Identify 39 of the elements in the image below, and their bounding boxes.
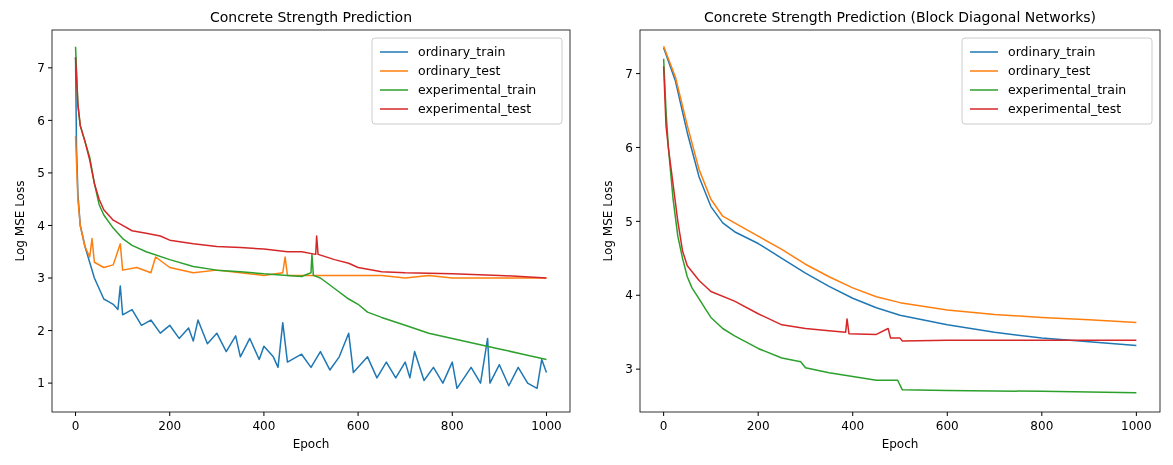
x-tick-label: 200 — [746, 419, 770, 433]
y-tick-label: 4 — [625, 288, 633, 303]
x-tick-label: 400 — [252, 419, 276, 433]
x-tick-label: 600 — [935, 419, 959, 433]
y-tick-label: 3 — [625, 362, 633, 377]
x-axis-title: Epoch — [292, 437, 330, 451]
legend-label: experimental_test — [1008, 101, 1122, 117]
x-tick-label: 0 — [71, 419, 80, 433]
y-tick-label: 3 — [37, 271, 45, 286]
y-axis-title: Log MSE Loss — [601, 180, 615, 262]
line-series — [662, 58, 1138, 394]
legend-label: experimental_test — [418, 101, 532, 117]
y-tick-label: 5 — [625, 214, 633, 229]
legend-label: experimental_train — [418, 82, 537, 98]
chart-title: Concrete Strength Prediction (Block Diagonal Networks) — [703, 9, 1097, 25]
y-tick-label: 6 — [625, 140, 633, 155]
x-tick-label: 1000 — [1121, 419, 1152, 433]
legend-label: ordinary_train — [1008, 44, 1096, 60]
x-tick-label: 600 — [346, 419, 370, 433]
x-tick-label: 800 — [440, 419, 464, 433]
x-tick-label: 800 — [1030, 419, 1054, 433]
y-tick-label: 7 — [37, 61, 45, 76]
y-axis-title: Log MSE Loss — [13, 180, 27, 262]
y-tick-label: 5 — [37, 166, 45, 181]
legend-label: ordinary_test — [418, 63, 501, 79]
x-tick-label: 400 — [841, 419, 865, 433]
x-tick-label: 1000 — [531, 419, 562, 433]
legend-label: ordinary_test — [1008, 63, 1091, 79]
y-tick-label: 4 — [37, 218, 45, 233]
x-axis-title: Epoch — [881, 437, 919, 451]
y-tick-label: 1 — [37, 376, 45, 391]
y-tick-label: 7 — [625, 66, 633, 81]
y-tick-label: 6 — [37, 113, 45, 128]
chart-title: Concrete Strength Prediction — [209, 9, 413, 25]
legend-label: ordinary_train — [418, 44, 506, 60]
x-tick-label: 0 — [659, 419, 668, 433]
x-tick-label: 200 — [158, 419, 182, 433]
y-tick-label: 2 — [37, 323, 45, 338]
legend-label: experimental_train — [1008, 82, 1127, 98]
